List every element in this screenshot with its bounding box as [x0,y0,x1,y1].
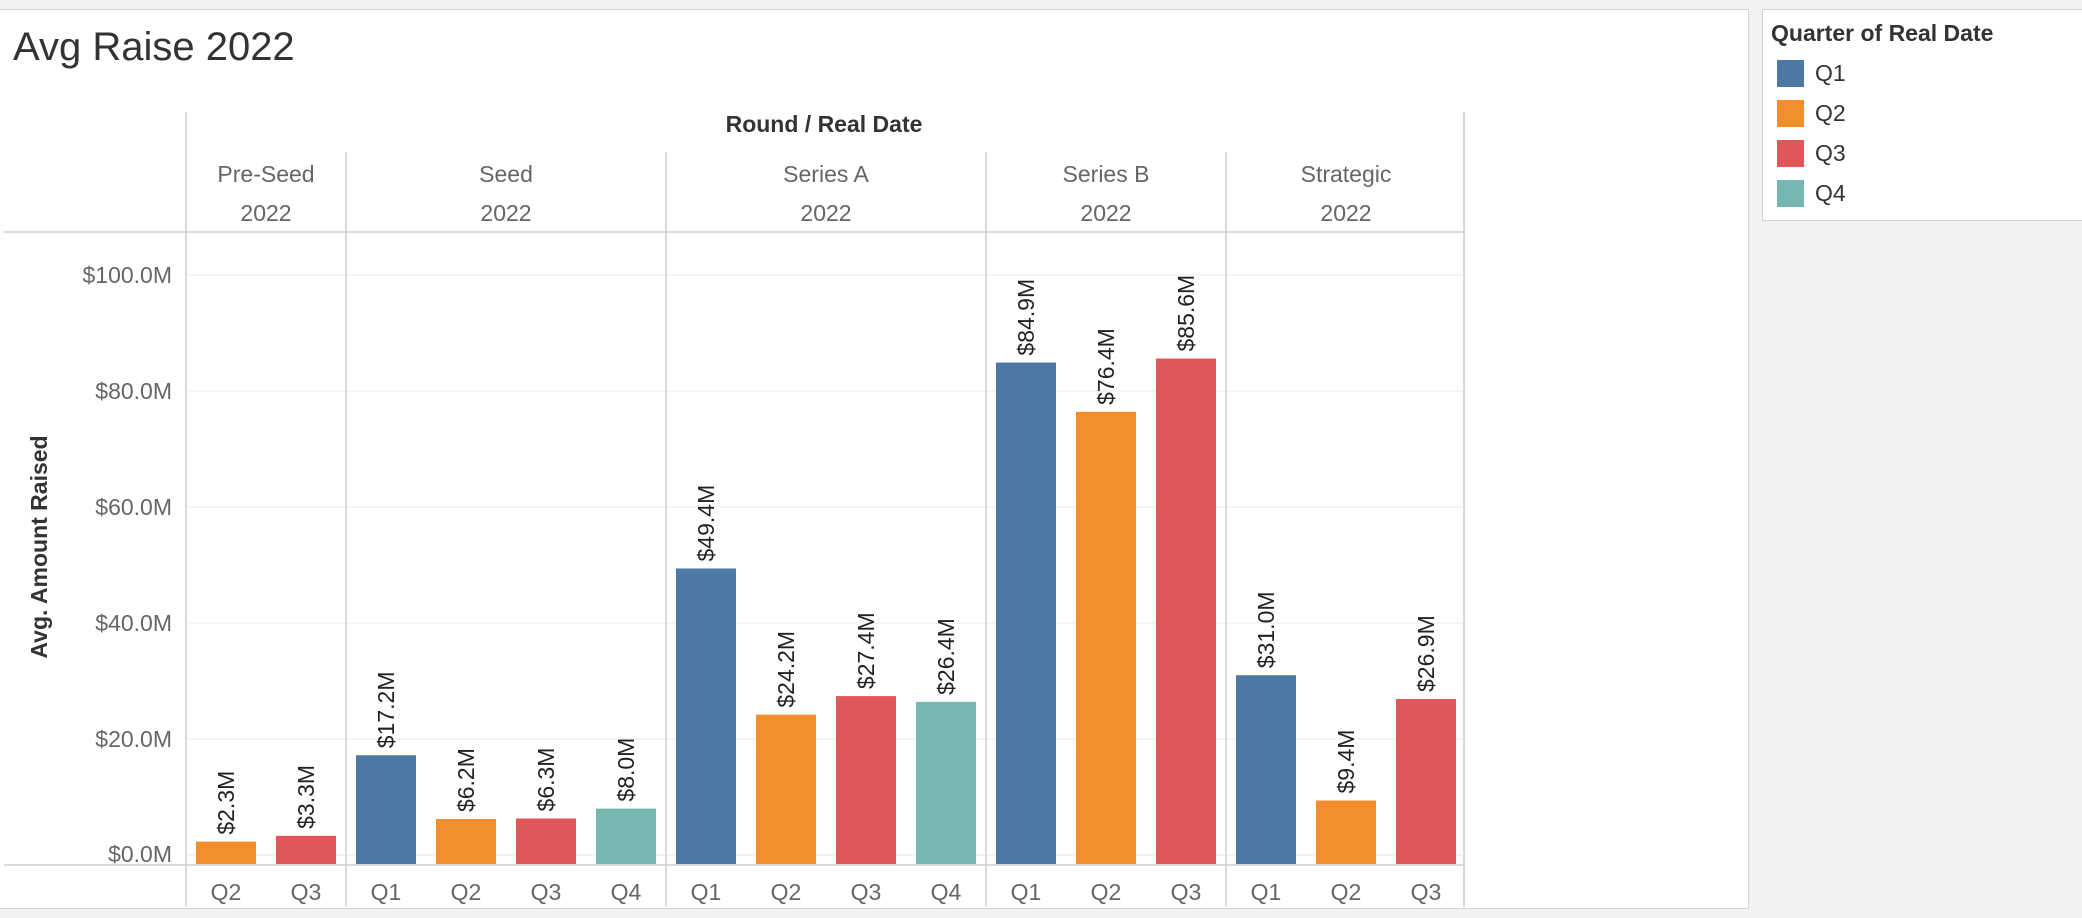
data-label: $27.4M [853,612,879,689]
bar-series-a-q4[interactable] [916,701,976,864]
y-tick-label: $60.0M [95,494,172,520]
year-header: 2022 [480,200,531,226]
x-tick-label: Q2 [451,879,482,905]
data-label: $49.4M [693,485,719,562]
bar-series-b-q1[interactable] [996,362,1056,864]
x-tick-label: Q3 [851,879,882,905]
data-label: $9.4M [1333,730,1359,794]
x-tick-label: Q4 [931,879,962,905]
data-label: $6.3M [533,748,559,812]
color-legend: Quarter of Real Date Q1 Q2 Q3 Q4 [1762,9,2082,221]
year-header: 2022 [1320,200,1371,226]
round-header: Series A [783,161,869,187]
x-tick-label: Q2 [1091,879,1122,905]
bar-series-a-q1[interactable] [676,568,736,864]
data-label: $24.2M [773,631,799,708]
bar-strategic-q2[interactable] [1316,800,1376,864]
data-label: $17.2M [373,672,399,749]
bar-series-a-q2[interactable] [756,714,816,864]
x-tick-label: Q1 [1251,879,1282,905]
x-tick-label: Q4 [611,879,642,905]
legend-swatch [1777,60,1804,87]
legend-label: Q1 [1815,60,1846,86]
bar-series-a-q3[interactable] [836,696,896,864]
legend-title: Quarter of Real Date [1771,20,1994,46]
viz-panel: Avg Raise 2022 Round / Real Date Avg. Am… [0,9,1749,909]
x-tick-label: Q3 [1171,879,1202,905]
chart-title: Avg Raise 2022 [13,25,295,69]
bar-seed-q2[interactable] [436,819,496,864]
y-tick-label: $0.0M [108,841,172,867]
legend-label: Q4 [1815,180,1846,206]
bar-strategic-q3[interactable] [1396,698,1456,864]
year-header: 2022 [800,200,851,226]
legend-swatch [1777,140,1804,167]
round-header: Seed [479,161,533,187]
x-tick-label: Q1 [1011,879,1042,905]
legend-label: Q3 [1815,140,1846,166]
data-label: $76.4M [1093,328,1119,405]
bar-chart: Avg Raise 2022 Round / Real Date Avg. Am… [4,25,1465,907]
y-tick-label: $100.0M [82,262,172,288]
y-tick-label: $40.0M [95,610,172,636]
legend-swatch [1777,180,1804,207]
x-tick-label: Q3 [1411,879,1442,905]
bar-seed-q1[interactable] [356,755,416,864]
legend-swatch [1777,100,1804,127]
y-tick-label: $80.0M [95,378,172,404]
data-label: $85.6M [1173,275,1199,352]
bar-series-b-q3[interactable] [1156,358,1216,864]
bar-seed-q4[interactable] [596,808,656,864]
bar-pre-seed-q3[interactable] [276,835,336,864]
data-label: $84.9M [1013,279,1039,356]
year-header: 2022 [240,200,291,226]
data-label: $31.0M [1253,591,1279,668]
y-axis-title: Avg. Amount Raised [26,435,52,658]
x-tick-label: Q2 [771,879,802,905]
bar-pre-seed-q2[interactable] [196,841,256,864]
column-header: Round / Real Date [726,111,923,137]
bar-series-b-q2[interactable] [1076,411,1136,864]
data-label: $26.9M [1413,615,1439,692]
round-header: Pre-Seed [217,161,314,187]
x-tick-label: Q2 [1331,879,1362,905]
data-label: $6.2M [453,748,479,812]
x-tick-label: Q1 [691,879,722,905]
x-tick-label: Q3 [531,879,562,905]
round-header: Strategic [1301,161,1392,187]
x-tick-label: Q2 [211,879,242,905]
year-header: 2022 [1080,200,1131,226]
data-label: $3.3M [293,765,319,829]
y-tick-label: $20.0M [95,726,172,752]
bar-seed-q3[interactable] [516,818,576,864]
data-label: $26.4M [933,618,959,695]
data-label: $8.0M [613,738,639,802]
legend-label: Q2 [1815,100,1846,126]
bar-strategic-q1[interactable] [1236,675,1296,864]
data-label: $2.3M [213,771,239,835]
round-header: Series B [1063,161,1150,187]
x-tick-label: Q3 [291,879,322,905]
x-tick-label: Q1 [371,879,402,905]
